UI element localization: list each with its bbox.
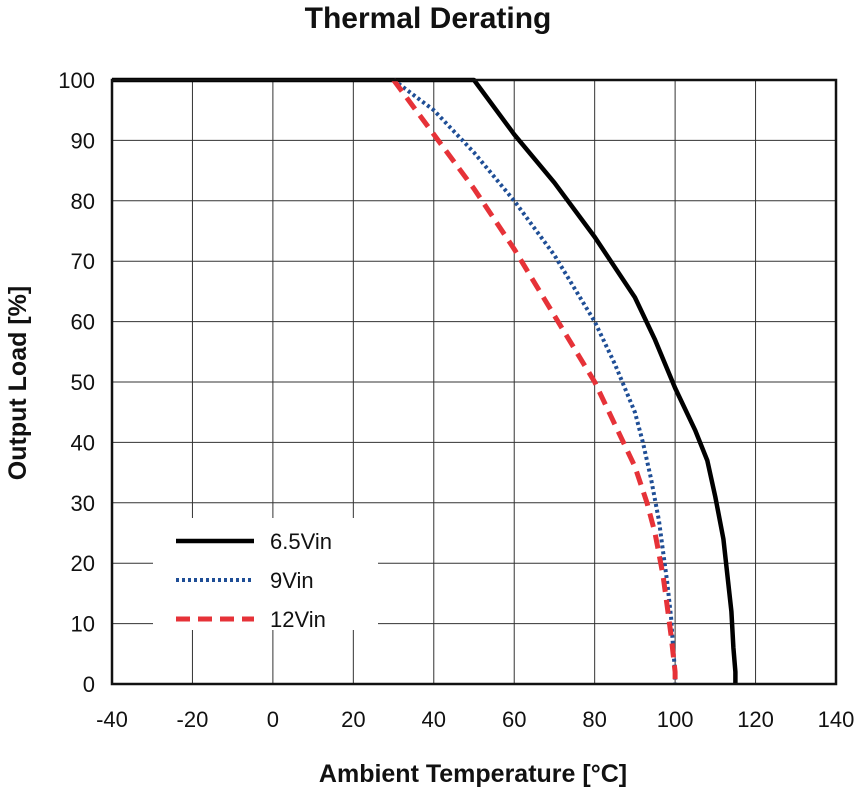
- y-tick-label: 50: [71, 370, 95, 395]
- legend-label: 9Vin: [270, 568, 314, 593]
- series-line-9vin: [392, 78, 678, 684]
- x-tick-label: 40: [422, 707, 446, 732]
- x-tick-label: -20: [177, 707, 209, 732]
- y-tick-label: 40: [71, 430, 95, 455]
- plot-area-frame: [110, 78, 838, 686]
- series-line-6-5vin: [112, 77, 738, 684]
- x-tick-label: 20: [341, 707, 365, 732]
- x-tick-label: 80: [582, 707, 606, 732]
- legend: 6.5Vin 9Vin 12Vin: [153, 518, 378, 632]
- series-line-12vin: [391, 78, 678, 684]
- y-tick-label: 60: [71, 310, 95, 335]
- x-tick-label: 120: [737, 707, 774, 732]
- x-tick-label: 60: [502, 707, 526, 732]
- chart-title: Thermal Derating: [305, 2, 552, 35]
- y-tick-label: 80: [71, 189, 95, 214]
- x-tick-label: 140: [818, 707, 855, 732]
- legend-label: 12Vin: [270, 607, 326, 632]
- y-tick-label: 90: [71, 128, 95, 153]
- legend-label: 6.5Vin: [270, 529, 332, 554]
- y-axis-ticks: 0 10 20 30 40 50 60 70 80 90 100: [58, 68, 95, 697]
- x-tick-label: -40: [96, 707, 128, 732]
- y-tick-label: 20: [71, 551, 95, 576]
- legend-background: [153, 518, 378, 630]
- y-tick-label: 10: [71, 612, 95, 637]
- x-tick-label: 0: [267, 707, 279, 732]
- y-tick-label: 30: [71, 491, 95, 516]
- y-axis-title: Output Load [%]: [4, 286, 32, 480]
- x-axis-title: Ambient Temperature [°C]: [319, 760, 627, 788]
- x-axis-ticks: -40 -20 0 20 40 60 80 100 120 140: [96, 707, 854, 732]
- y-tick-label: 100: [58, 68, 95, 93]
- y-tick-label: 0: [83, 672, 95, 697]
- series-lines: [112, 77, 738, 684]
- y-tick-label: 70: [71, 249, 95, 274]
- x-tick-label: 100: [657, 707, 694, 732]
